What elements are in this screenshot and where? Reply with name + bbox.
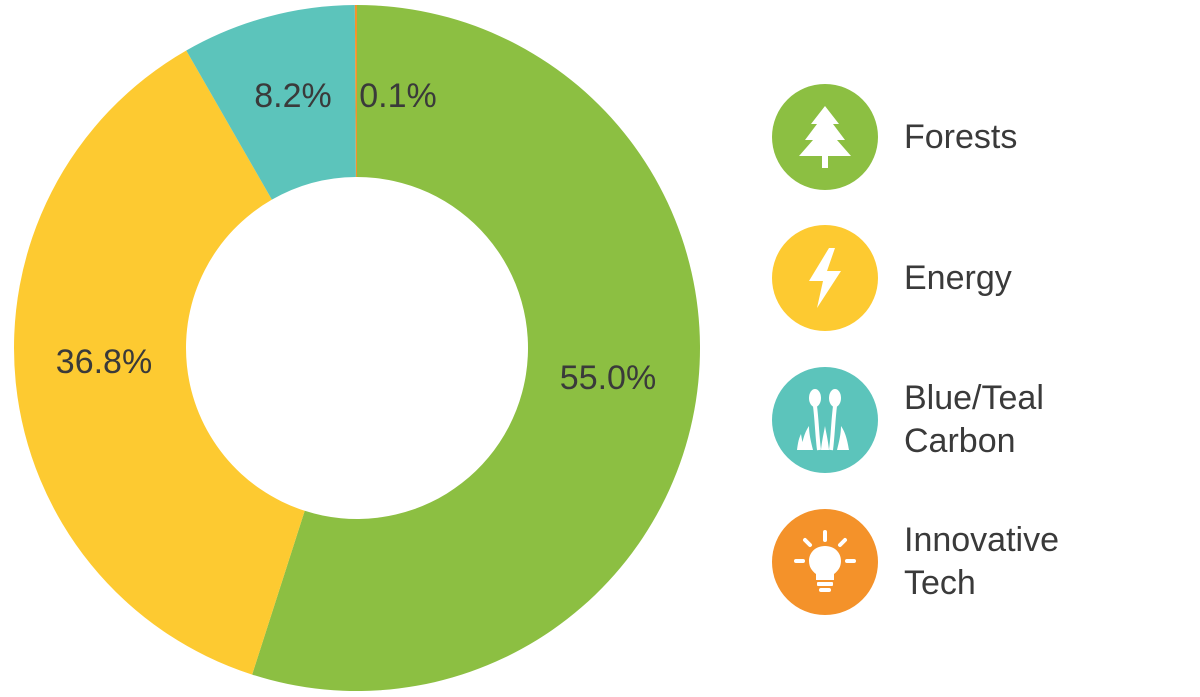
legend-swatch-forests — [772, 84, 878, 190]
legend-swatch-blue-teal-carbon — [772, 367, 878, 473]
legend-label-innovative-tech: Innovative Tech — [904, 521, 1059, 602]
legend-item-blue-teal-carbon: Blue/Teal Carbon — [772, 367, 1044, 473]
lightbulb-icon — [794, 530, 856, 592]
slice-label-forests: 55.0% — [560, 359, 656, 397]
slice-forests — [252, 5, 701, 691]
slice-blue-teal-carbon — [186, 5, 356, 200]
slice-label-energy: 36.8% — [56, 343, 152, 381]
legend-label-blue-teal-carbon: Blue/Teal Carbon — [904, 379, 1044, 460]
legend-item-energy: Energy — [772, 225, 1012, 331]
legend-swatch-energy — [772, 225, 878, 331]
slice-energy — [13, 50, 305, 675]
legend-item-innovative-tech: Innovative Tech — [772, 509, 1059, 615]
donut-chart: 55.0% 36.8% 8.2% 0.1% — [13, 5, 701, 691]
legend-label-energy: Energy — [904, 258, 1012, 297]
slice-label-blue-teal-carbon: 8.2% — [254, 77, 332, 115]
lightning-bolt-icon — [809, 248, 841, 308]
legend-item-forests: Forests — [772, 84, 1017, 190]
slice-label-innovative-tech: 0.1% — [359, 77, 437, 115]
slice-innovative-tech — [354, 5, 357, 178]
legend-label-forests: Forests — [904, 117, 1018, 156]
tree-icon — [799, 106, 851, 168]
legend-swatch-innovative-tech — [772, 509, 878, 615]
wetland-plant-icon — [797, 389, 849, 451]
